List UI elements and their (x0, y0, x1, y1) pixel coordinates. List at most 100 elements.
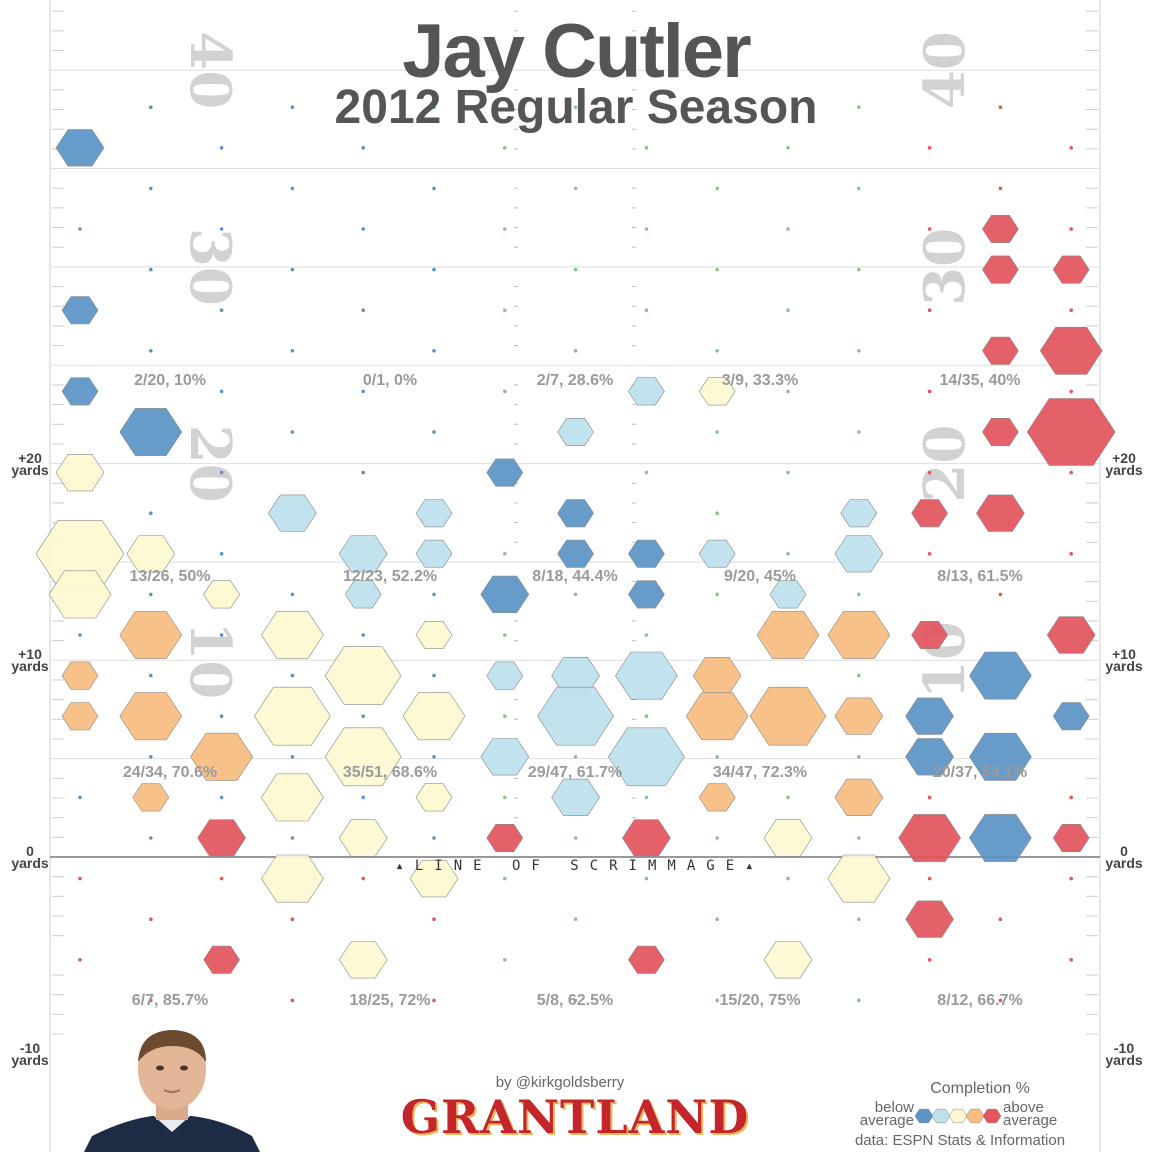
zone-stat: 14/35, 40% (939, 372, 1021, 389)
grid-dot (573, 186, 578, 191)
grid-dot (715, 755, 719, 759)
shot-hex (898, 814, 961, 862)
grid-dot (573, 755, 578, 759)
grid-dot (573, 998, 578, 1003)
grid-dot (715, 349, 719, 353)
grid-dot (1069, 876, 1073, 881)
grid-dot (290, 105, 295, 109)
shot-hex (969, 814, 1032, 862)
shot-hex (1026, 398, 1116, 466)
shot-hex (976, 494, 1025, 532)
grid-dot (149, 267, 153, 272)
shot-hex (486, 458, 524, 487)
shot-hex (338, 941, 388, 979)
grid-dot (432, 349, 436, 353)
grid-dot (715, 917, 719, 921)
grid-dot (998, 917, 1003, 921)
shot-hex (1052, 823, 1090, 853)
grid-dot (78, 227, 82, 231)
shot-hex (48, 570, 112, 619)
grid-dot (857, 755, 861, 759)
legend-swatch (931, 1108, 951, 1124)
legend-title: Completion % (930, 1080, 1030, 1097)
shot-hex (905, 738, 954, 776)
grid-dot (503, 308, 507, 313)
grid-dot (715, 836, 719, 840)
grid-dot (1069, 470, 1073, 475)
shot-hex (557, 499, 594, 528)
grid-dot (361, 714, 366, 718)
grid-dot (503, 633, 507, 637)
field-number: 40 (177, 31, 243, 109)
grid-dot (1069, 146, 1073, 150)
shot-hex (1039, 326, 1103, 375)
arrow-right-icon: ▴ (745, 858, 765, 874)
shot-hex (261, 854, 324, 903)
grid-dot (927, 308, 932, 313)
y-label-plus10-right: +10 yards (1105, 646, 1143, 674)
shot-hex (409, 859, 459, 898)
grid-dot (503, 958, 507, 962)
zone-stat: 18/25, 72% (349, 992, 431, 1009)
shot-hex (769, 580, 807, 609)
shot-hex (61, 661, 99, 690)
y-label-plus10-left: +10 yards (11, 646, 49, 674)
chart-title: Jay Cutler (402, 9, 752, 94)
grid-dot (432, 755, 436, 759)
zone-stat: 29/47, 61.7% (527, 764, 623, 781)
grantland-logo: GRANTLAND (400, 1090, 750, 1144)
shot-hex (628, 945, 665, 974)
shot-hex (1046, 616, 1096, 654)
shot-hex (834, 535, 884, 573)
shot-hex (628, 377, 665, 406)
shot-hex (197, 819, 246, 857)
grid-dot (432, 836, 436, 840)
shot-hex (763, 819, 813, 857)
grid-dot (361, 146, 366, 150)
grid-dot (78, 795, 82, 800)
grid-dot (998, 186, 1003, 191)
hex-layer (35, 105, 1116, 1003)
grid-dot (857, 349, 861, 353)
legend-swatch (948, 1108, 968, 1124)
legend-swatches (914, 1108, 1002, 1124)
grid-dot (857, 673, 861, 678)
grid-dot (927, 227, 932, 231)
grid-dot (149, 186, 153, 191)
grid-dot (1069, 227, 1073, 231)
y-label-zero-right: 0 yards (1105, 843, 1143, 871)
shot-hex (982, 215, 1019, 243)
grid-dot (1069, 308, 1073, 313)
shot-hex (982, 417, 1019, 447)
grid-dot (573, 349, 578, 353)
shot-hex (402, 692, 466, 741)
shot-hex (344, 580, 382, 609)
field-number: 30 (912, 228, 978, 306)
data-source: data: ESPN Stats & Information (854, 1132, 1066, 1149)
grid-dot (503, 876, 507, 881)
grid-dot (78, 958, 82, 962)
legend-high-label: above average (1003, 1099, 1058, 1129)
grid-dot (503, 146, 507, 150)
zone-stat: 20/37, 54.1% (932, 764, 1028, 781)
legend-low-label: below average (859, 1099, 914, 1129)
shot-hex (55, 129, 105, 167)
grid-dot (644, 308, 649, 313)
grid-dot (78, 876, 82, 881)
field-number: 30 (177, 228, 243, 306)
grid-dot (715, 267, 719, 272)
grid-dot (219, 146, 224, 150)
grid-dot (290, 917, 295, 921)
grid-dot (219, 633, 224, 637)
grid-dot (927, 795, 932, 800)
shot-hex (698, 377, 736, 406)
grid-dot (857, 592, 861, 597)
shot-hex (911, 620, 948, 650)
shot-hex (415, 620, 453, 650)
grid-dot (786, 308, 790, 313)
grid-dot (432, 673, 436, 678)
y-label-zero-left: 0 yards (11, 843, 49, 871)
shot-hex (982, 255, 1019, 284)
grid-dot (644, 795, 649, 800)
